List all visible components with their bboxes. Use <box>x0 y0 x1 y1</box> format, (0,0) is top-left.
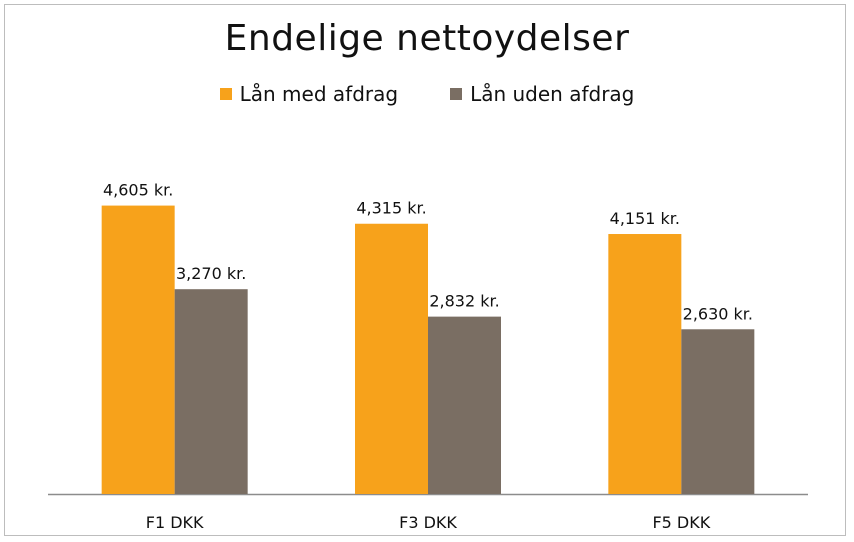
bar-series-1-f3-dkk <box>355 223 428 494</box>
data-label-series-1-f5-dkk: 4,151 kr. <box>610 209 680 228</box>
chart-title: Endelige nettoydelser <box>224 18 630 59</box>
x-tick-label-f1-dkk: F1 DKK <box>146 513 204 532</box>
data-label-series-2-f3-dkk: 2,832 kr. <box>429 292 499 311</box>
legend-swatch-series-1 <box>219 88 232 100</box>
x-tick-label-f3-dkk: F3 DKK <box>399 513 457 532</box>
bar-series-2-f3-dkk <box>428 316 501 494</box>
data-label-series-2-f5-dkk: 2,630 kr. <box>683 304 753 323</box>
bar-series-2-f5-dkk <box>681 329 755 494</box>
legend-item-series-1: Lån med afdrag <box>219 82 399 106</box>
data-label-series-1-f1-dkk: 4,605 kr. <box>103 181 173 200</box>
legend-label-series-2: Lån uden afdrag <box>470 82 635 106</box>
legend: Lån med afdrag Lån uden afdrag <box>0 82 854 106</box>
bar-series-2-f1-dkk <box>174 289 248 494</box>
x-tick-label-f5-dkk: F5 DKK <box>652 513 710 532</box>
legend-swatch-series-2 <box>450 88 463 100</box>
bar-series-1-f5-dkk <box>608 234 682 495</box>
data-label-series-2-f1-dkk: 3,270 kr. <box>176 264 246 283</box>
legend-label-series-1: Lån med afdrag <box>239 82 399 106</box>
data-label-series-1-f3-dkk: 4,315 kr. <box>356 199 426 218</box>
bar-series-1-f1-dkk <box>101 205 175 494</box>
legend-item-series-2: Lån uden afdrag <box>450 82 634 106</box>
